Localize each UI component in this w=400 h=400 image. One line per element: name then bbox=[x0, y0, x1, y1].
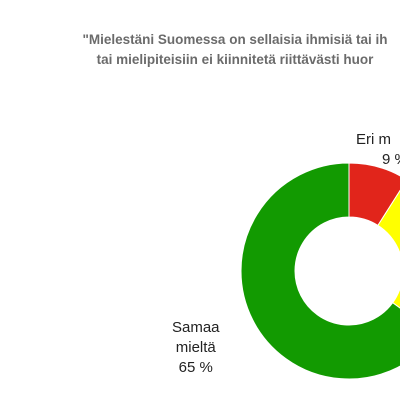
slice-label-disagree-name: Eri m bbox=[356, 131, 391, 148]
chart-title: "Mielestäni Suomessa on sellaisia ihmisi… bbox=[0, 30, 400, 70]
chart-title-line-2: tai mielipiteisiin ei kiinnitetä riittäv… bbox=[96, 52, 374, 67]
slice-label-agree-name-1: Samaa bbox=[172, 319, 220, 336]
slice-neutral bbox=[377, 189, 400, 309]
slice-label-disagree-value: 9 % bbox=[382, 151, 400, 168]
slice-agree bbox=[240, 162, 400, 380]
slice-label-agree-name-2: mieltä bbox=[175, 339, 216, 356]
slice-label-agree-value: 65 % bbox=[178, 359, 213, 376]
slice-label-disagree: Eri m 9 % bbox=[356, 130, 400, 170]
chart-title-line-1: "Mielestäni Suomessa on sellaisia ihmisi… bbox=[82, 32, 388, 47]
slice-label-agree: Samaa mieltä 65 % bbox=[172, 318, 220, 378]
